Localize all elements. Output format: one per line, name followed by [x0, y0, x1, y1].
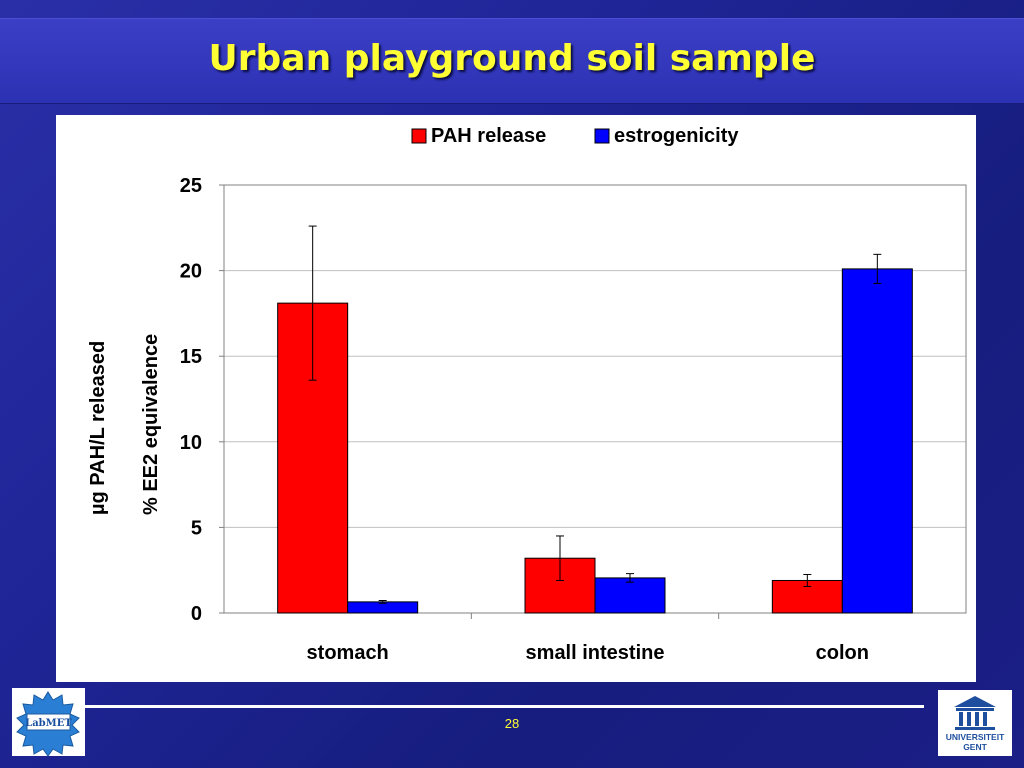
page-number: 28	[504, 716, 520, 731]
chart-panel: PAH release estrogenicity µg PAH/L relea…	[56, 115, 976, 682]
y-tick-label: 5	[191, 517, 202, 539]
footer-divider	[84, 705, 924, 708]
plot-area: 0 5 10 15 20 25 stomach small intestine colon	[180, 175, 967, 664]
legend-label-estrogenicity: estrogenicity	[614, 125, 739, 147]
labmet-logo-text: LabMET	[25, 718, 72, 729]
y-tick-label: 10	[180, 432, 202, 454]
x-tick-label: small intestine	[526, 642, 665, 664]
labmet-logo: LabMET	[12, 688, 85, 757]
bar-estrogenicity-small-intestine	[594, 577, 666, 614]
legend-swatch-pah-release	[411, 128, 427, 144]
ugent-logo-text-2: GENT	[963, 742, 987, 752]
bar-PAH-release-colon	[771, 579, 843, 614]
y-axis-label-secondary: % EE2 equivalence	[140, 334, 162, 515]
title-band	[0, 18, 1024, 104]
legend: PAH release estrogenicity	[411, 125, 739, 147]
y-axis-label-primary: µg PAH/L released	[87, 341, 109, 515]
x-tick-label: stomach	[307, 642, 389, 664]
legend-label-pah-release: PAH release	[431, 125, 546, 147]
bar-chart: PAH release estrogenicity µg PAH/L relea…	[87, 125, 967, 664]
y-tick-label: 15	[180, 346, 202, 368]
y-tick-label: 25	[180, 175, 202, 197]
bar-estrogenicity-colon	[841, 268, 913, 614]
slide-title: Urban playground soil sample	[208, 38, 816, 79]
y-tick-label: 0	[191, 603, 202, 625]
ugent-logo-text-1: UNIVERSITEIT	[946, 732, 1005, 742]
x-tick-label: colon	[816, 642, 869, 664]
y-tick-label: 20	[180, 261, 202, 283]
ugent-logo: UNIVERSITEIT GENT	[938, 690, 1012, 756]
legend-swatch-estrogenicity	[594, 128, 610, 144]
